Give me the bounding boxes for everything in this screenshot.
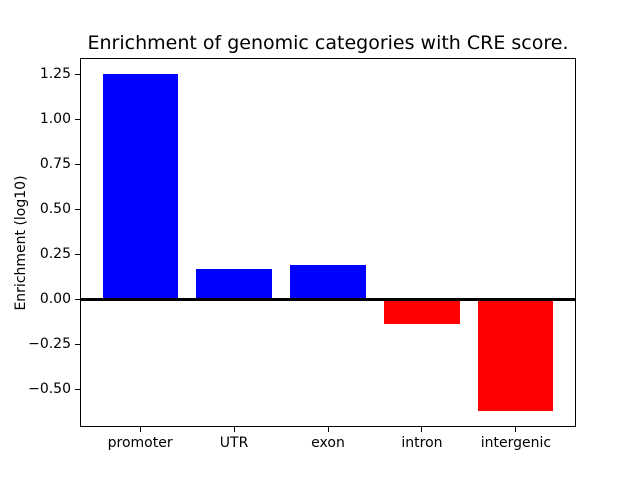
chart-title: Enrichment of genomic categories with CR… <box>87 32 569 54</box>
x-tick-label-intergenic: intergenic <box>480 435 552 451</box>
y-tick-label: −0.50 <box>28 381 71 398</box>
y-tick-mark <box>75 343 80 345</box>
bar-exon <box>290 265 366 300</box>
y-tick-mark <box>75 73 80 75</box>
zero-baseline <box>80 297 576 301</box>
y-tick-mark <box>75 388 80 390</box>
y-tick-mark <box>75 163 80 165</box>
y-tick-label: 0.75 <box>39 156 71 173</box>
y-tick-label: 0.00 <box>39 291 71 308</box>
x-tick-label-intron: intron <box>401 435 443 451</box>
y-tick-label: 1.25 <box>39 66 71 83</box>
x-tick-mark <box>421 427 423 432</box>
x-tick-mark <box>515 427 517 432</box>
y-tick-label: 0.25 <box>39 246 71 263</box>
y-tick-label: 0.50 <box>39 201 71 218</box>
bar-intergenic <box>478 299 554 411</box>
y-tick-label: 1.00 <box>39 111 71 128</box>
y-tick-mark <box>75 253 80 255</box>
x-tick-mark <box>139 427 141 432</box>
x-tick-mark <box>233 427 235 432</box>
y-tick-mark <box>75 118 80 120</box>
bar-promoter <box>102 74 178 300</box>
x-tick-label-UTR: UTR <box>219 435 249 451</box>
y-tick-mark <box>75 208 80 210</box>
x-tick-mark <box>327 427 329 432</box>
x-tick-label-exon: exon <box>311 435 345 451</box>
y-tick-mark <box>75 298 80 300</box>
x-tick-label-promoter: promoter <box>107 435 173 451</box>
y-tick-label: −0.25 <box>28 336 71 353</box>
bar-intron <box>384 299 460 325</box>
bar-UTR <box>196 268 272 300</box>
